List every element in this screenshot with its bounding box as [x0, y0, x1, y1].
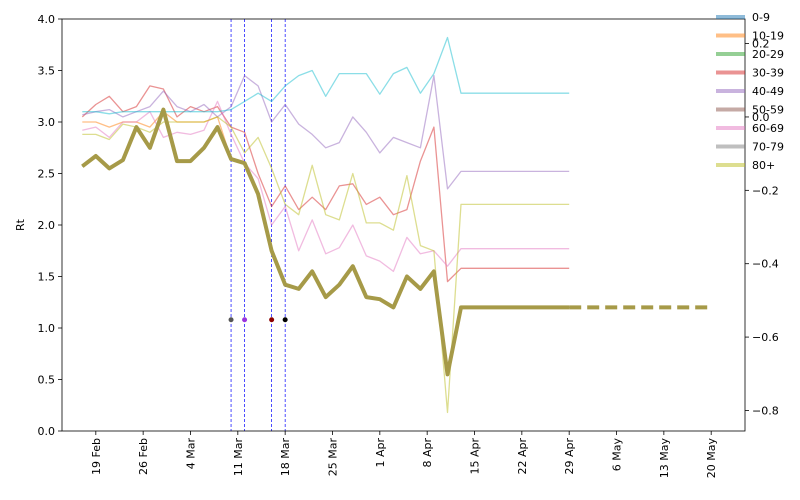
legend-label: 10-19	[752, 30, 784, 43]
y-tick-label: 1.5	[38, 271, 56, 284]
legend-label: 60-69	[752, 122, 784, 135]
y-tick-label: 0.0	[38, 425, 56, 438]
series-line	[82, 100, 570, 273]
event-marker	[242, 317, 248, 323]
legend-label: 40-49	[752, 85, 784, 98]
series-line	[82, 74, 570, 190]
y-tick-label: 3.5	[38, 65, 56, 78]
legend-label: 70-79	[752, 141, 784, 154]
x-tick-label: 8 Apr	[421, 438, 434, 468]
y2-tick-label: 0.0	[752, 111, 770, 124]
event-marker	[228, 317, 234, 323]
legend-label: 20-29	[752, 48, 784, 61]
y-tick-label: 3.0	[38, 116, 56, 129]
y2-tick-label: −0.2	[752, 184, 779, 197]
y-axis-label: Rt	[14, 218, 27, 231]
y-tick-label: 4.0	[38, 13, 56, 26]
y2-tick-label: 0.2	[752, 38, 770, 51]
x-tick-label: 22 Apr	[516, 438, 529, 475]
plot-frame	[61, 18, 746, 432]
y-tick-label: 1.0	[38, 322, 56, 335]
x-tick-label: 4 Mar	[184, 438, 197, 470]
series-line	[81, 107, 570, 377]
y2-tick-label: −0.8	[752, 404, 779, 417]
y-tick-label: 2.5	[38, 168, 56, 181]
y-tick-label: 2.0	[38, 219, 56, 232]
x-tick-label: 19 Feb	[90, 438, 103, 475]
y2-tick-label: −0.4	[752, 258, 779, 271]
series-line	[82, 116, 570, 414]
event-marker	[269, 317, 275, 323]
y-tick-label: 0.5	[38, 374, 56, 387]
x-tick-label: 1 Apr	[374, 438, 387, 468]
legend-label: 30-39	[752, 67, 784, 80]
y2-tick-label: −0.6	[752, 331, 779, 344]
x-tick-label: 13 May	[658, 438, 671, 479]
x-tick-label: 25 Mar	[326, 438, 339, 477]
x-tick-label: 20 May	[705, 438, 718, 479]
legend-label: 80+	[752, 159, 775, 172]
x-tick-label: 11 Mar	[232, 438, 245, 477]
x-tick-label: 15 Apr	[469, 438, 482, 475]
legend-label: 50-59	[752, 104, 784, 117]
x-tick-label: 6 May	[611, 438, 624, 472]
event-marker	[282, 317, 288, 323]
legend-label: 0-9	[752, 11, 770, 24]
x-tick-label: 29 Apr	[563, 438, 576, 475]
series-line	[81, 85, 570, 283]
x-tick-label: 18 Mar	[279, 438, 292, 477]
x-tick-label: 26 Feb	[137, 438, 150, 475]
